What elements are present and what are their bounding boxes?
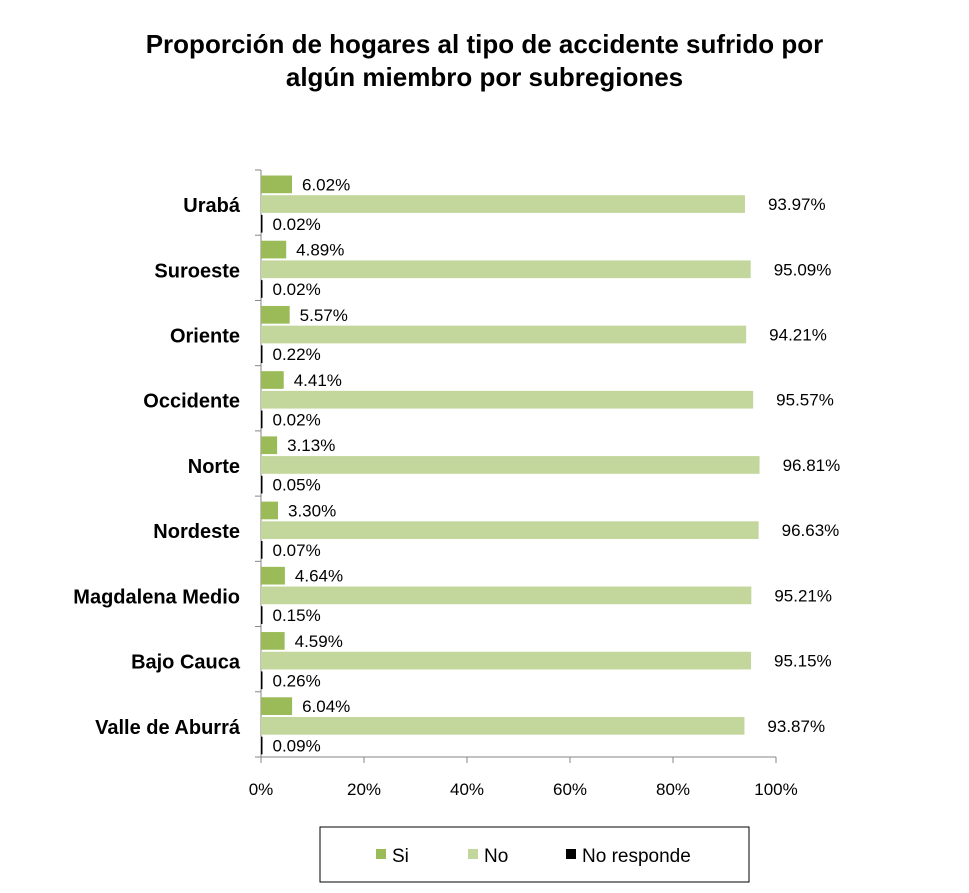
legend-swatch xyxy=(468,849,478,859)
bar-no-responde xyxy=(261,736,263,755)
data-label: 93.97% xyxy=(768,195,826,214)
chart-title-line-1: Proporción de hogares al tipo de acciden… xyxy=(145,29,824,59)
bar-no xyxy=(261,521,759,540)
category-label: Norte xyxy=(188,456,240,478)
data-label: 0.02% xyxy=(273,410,321,429)
data-label: 95.57% xyxy=(776,391,834,410)
data-label: 4.59% xyxy=(295,632,343,651)
x-tick-label: 80% xyxy=(656,780,690,799)
bar-no xyxy=(261,325,747,344)
bar-si xyxy=(261,632,285,650)
legend-swatch xyxy=(566,849,576,859)
data-label: 95.21% xyxy=(774,586,832,605)
data-label: 6.04% xyxy=(302,697,350,716)
x-tick-label: 0% xyxy=(249,780,274,799)
x-tick-label: 60% xyxy=(553,780,587,799)
category-label: Nordeste xyxy=(153,521,240,543)
bar-si xyxy=(261,175,293,194)
data-label: 4.64% xyxy=(295,567,343,586)
chart-title: Proporción de hogares al tipo de acciden… xyxy=(0,28,969,94)
bar-no-responde xyxy=(261,280,263,298)
bar-si xyxy=(261,305,290,324)
data-label: 94.21% xyxy=(769,325,827,344)
bar-no-responde xyxy=(261,671,263,690)
data-label: 95.15% xyxy=(774,652,832,671)
bar-no xyxy=(261,716,745,735)
data-label: 4.41% xyxy=(294,371,342,390)
data-label: 3.13% xyxy=(287,436,335,455)
data-label: 0.22% xyxy=(273,345,321,364)
bar-si xyxy=(261,697,293,715)
data-label: 6.02% xyxy=(302,175,350,194)
legend-swatch xyxy=(376,849,386,859)
data-label: 0.09% xyxy=(273,737,321,756)
data-label: 95.09% xyxy=(774,260,832,279)
bar-si xyxy=(261,371,284,389)
bar-no-responde xyxy=(261,410,263,429)
category-label: Urabá xyxy=(183,195,241,217)
category-label: Suroeste xyxy=(154,260,240,282)
bar-no xyxy=(261,456,760,474)
legend-box xyxy=(319,826,750,883)
bar-no-responde xyxy=(261,214,263,233)
category-label: Valle de Aburrá xyxy=(95,717,241,739)
data-label: 4.89% xyxy=(296,241,344,260)
bar-no xyxy=(261,651,752,670)
category-label: Magdalena Medio xyxy=(73,586,240,608)
bar-no-responde xyxy=(261,475,263,494)
data-label: 0.07% xyxy=(273,541,321,560)
bar-no xyxy=(261,195,745,213)
bar-no xyxy=(261,390,754,409)
legend-label: No responde xyxy=(582,846,691,867)
x-tick-label: 20% xyxy=(347,780,381,799)
data-label: 0.02% xyxy=(273,215,321,234)
chart-title-line-2: algún miembro por subregiones xyxy=(285,62,684,92)
category-label: Oriente xyxy=(170,325,240,347)
category-label: Occidente xyxy=(143,391,240,413)
bar-no xyxy=(261,586,752,605)
data-label: 0.15% xyxy=(273,606,321,625)
x-tick-label: 100% xyxy=(754,780,797,799)
data-label: 0.26% xyxy=(273,671,321,690)
data-label: 96.63% xyxy=(782,521,840,540)
legend-label: No xyxy=(484,846,508,867)
bar-si xyxy=(261,436,278,455)
plot-area: 0% 20% 40% 60% 80% 100% Urabá 6.02% 93.97% 0.02% S… xyxy=(73,169,841,799)
bar-no-responde xyxy=(261,345,263,364)
bar-no-responde xyxy=(261,541,263,559)
data-label: 3.30% xyxy=(288,501,336,520)
bar-no xyxy=(261,260,751,279)
legend: Si No No responde xyxy=(319,826,750,883)
data-label: 96.81% xyxy=(783,456,841,475)
legend-label: Si xyxy=(392,846,409,867)
data-label: 5.57% xyxy=(300,306,348,325)
data-label: 0.02% xyxy=(273,280,321,299)
x-tick-label: 40% xyxy=(450,780,484,799)
bar-no-responde xyxy=(261,606,263,624)
bar-si xyxy=(261,566,285,585)
category-label: Bajo Cauca xyxy=(131,652,241,674)
bar-si xyxy=(261,240,287,259)
bar-si xyxy=(261,501,278,520)
data-label: 0.05% xyxy=(273,476,321,495)
data-label: 93.87% xyxy=(767,717,825,736)
